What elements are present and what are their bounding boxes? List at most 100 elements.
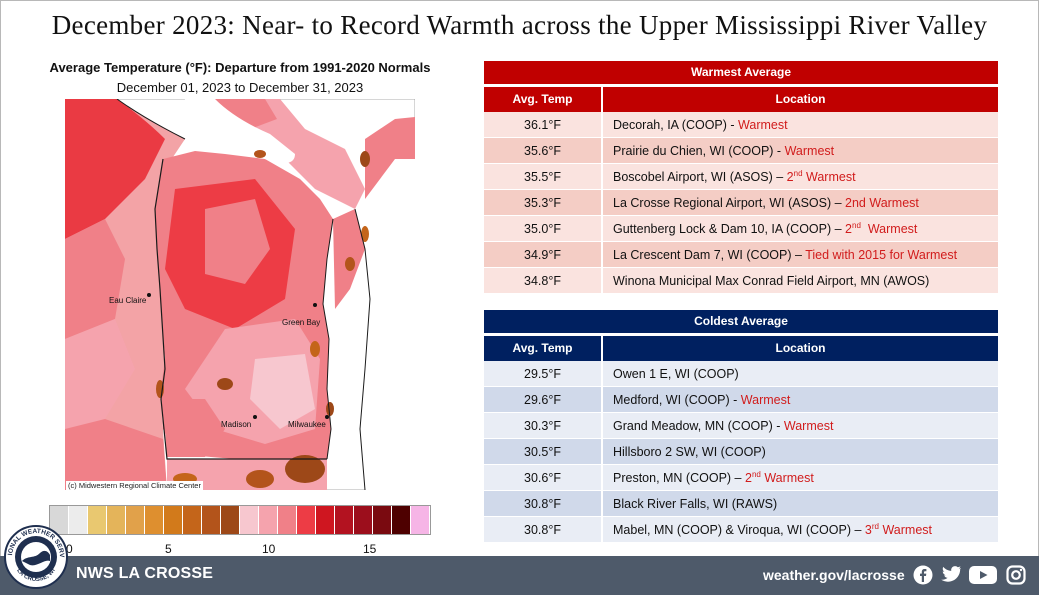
table-row: 34.9°F La Crescent Dam 7, WI (COOP) – Tie… [484, 242, 998, 268]
avg-temp-cell: 30.5°F [484, 439, 603, 464]
color-legend [49, 505, 431, 535]
legend-tick: 5 [165, 542, 172, 556]
location-name: Decorah, IA (COOP) - [613, 118, 739, 132]
nws-logo: NATIONAL WEATHER SERVICE LA CROSSE, WI [4, 525, 68, 589]
table-row: 30.5°F Hillsboro 2 SW, WI (COOP) [484, 439, 998, 465]
map-credit: (c) Midwestern Regional Climate Center [66, 481, 203, 490]
map-title: Average Temperature (°F): Departure from… [49, 60, 431, 75]
legend-swatch [278, 506, 297, 534]
location-cell: La Crescent Dam 7, WI (COOP) – Tied with… [603, 242, 998, 267]
warmest-rows: 36.1°F Decorah, IA (COOP) - Warmest 35.6°F… [484, 112, 998, 294]
location-name: La Crescent Dam 7, WI (COOP) – [613, 248, 806, 262]
location-cell: Owen 1 E, WI (COOP) [603, 361, 998, 386]
twitter-icon[interactable] [940, 565, 962, 585]
location-name: Boscobel Airport, WI (ASOS) – [613, 170, 787, 184]
legend-swatch [221, 506, 240, 534]
column-avg-temp: Avg. Temp [484, 336, 603, 361]
column-location: Location [775, 92, 826, 106]
location-name: Medford, WI (COOP) - [613, 393, 741, 407]
legend-swatch [392, 506, 411, 534]
table-row: 35.0°F Guttenberg Lock & Dam 10, IA (COOP… [484, 216, 998, 242]
legend-swatch [335, 506, 354, 534]
location-cell: Black River Falls, WI (RAWS) [603, 491, 998, 516]
avg-temp-cell: 35.6°F [484, 138, 603, 163]
table-row: 30.8°F Mabel, MN (COOP) & Viroqua, WI (CO… [484, 517, 998, 543]
location-name: Mabel, MN (COOP) & Viroqua, WI (COOP) – [613, 523, 865, 537]
city-label-eau-claire: Eau Claire [109, 296, 147, 305]
avg-temp-cell: 34.8°F [484, 268, 603, 293]
record-note-tail: Warmest [860, 222, 918, 236]
legend-tick: 15 [363, 542, 377, 556]
location-name: Hillsboro 2 SW, WI (COOP) [613, 445, 766, 459]
table-row: 30.3°F Grand Meadow, MN (COOP) - Warmest [484, 413, 998, 439]
warmest-table-header: Warmest Average [484, 61, 998, 84]
city-label-milwaukee: Milwaukee [288, 420, 326, 429]
avg-temp-cell: 29.6°F [484, 387, 603, 412]
legend-swatch [411, 506, 430, 534]
table-row: 29.6°F Medford, WI (COOP) - Warmest [484, 387, 998, 413]
facebook-icon[interactable] [913, 565, 933, 585]
page-title: December 2023: Near- to Record Warmth ac… [51, 10, 988, 40]
legend-tick: 10 [262, 542, 276, 556]
record-note-tail: Warmest [760, 471, 814, 485]
record-note: 2 [845, 222, 852, 236]
location-cell: Hillsboro 2 SW, WI (COOP) [603, 439, 998, 464]
record-note: Warmest [784, 144, 835, 158]
legend-swatch [259, 506, 278, 534]
legend-swatch [202, 506, 221, 534]
record-note-tail: Warmest [878, 523, 932, 537]
record-note-suffix: rd [871, 521, 879, 531]
legend-tick: 0 [66, 542, 73, 556]
avg-temp-cell: 30.8°F [484, 491, 603, 516]
table-row: 35.3°F La Crosse Regional Airport, WI (AS… [484, 190, 998, 216]
record-note-tail: Warmest [802, 170, 856, 184]
record-note: 2nd Warmest [845, 196, 919, 210]
location-cell: La Crosse Regional Airport, WI (ASOS) – … [603, 190, 998, 215]
table-row: 36.1°F Decorah, IA (COOP) - Warmest [484, 112, 998, 138]
location-cell: Winona Municipal Max Conrad Field Airpor… [603, 268, 998, 293]
legend-swatch [240, 506, 259, 534]
avg-temp-cell: 30.6°F [484, 465, 603, 490]
record-note: Tied with 2015 for Warmest [805, 248, 958, 262]
location-cell: Decorah, IA (COOP) - Warmest [603, 112, 998, 137]
warmest-column-headers: Avg. Temp Location [484, 87, 998, 112]
avg-temp-cell: 36.1°F [484, 112, 603, 137]
coldest-table: Coldest Average Avg. Temp Location 29.5°… [484, 310, 998, 543]
location-name: La Crosse Regional Airport, WI (ASOS) – [613, 196, 846, 210]
location-cell: Medford, WI (COOP) - Warmest [603, 387, 998, 412]
location-cell: Prairie du Chien, WI (COOP) - Warmest [603, 138, 998, 163]
location-cell: Guttenberg Lock & Dam 10, IA (COOP) – 2n… [603, 216, 998, 241]
avg-temp-cell: 30.8°F [484, 517, 603, 542]
record-note: 2 [744, 471, 752, 485]
coldest-table-header: Coldest Average [484, 310, 998, 333]
record-note: Warmest [738, 118, 788, 132]
legend-swatch [354, 506, 373, 534]
map-subtitle: December 01, 2023 to December 31, 2023 [116, 80, 364, 95]
table-row: 35.5°F Boscobel Airport, WI (ASOS) – 2nd … [484, 164, 998, 190]
footer-office-name: NWS LA CROSSE [76, 565, 214, 582]
location-name: Prairie du Chien, WI (COOP) - [613, 144, 785, 158]
record-note: Warmest [740, 393, 791, 407]
avg-temp-cell: 30.3°F [484, 413, 603, 438]
location-name: Guttenberg Lock & Dam 10, IA (COOP) – [613, 222, 846, 236]
location-name: Winona Municipal Max Conrad Field Airpor… [613, 274, 930, 288]
avg-temp-cell: 34.9°F [484, 242, 603, 267]
legend-swatch [50, 506, 69, 534]
legend-swatch [373, 506, 392, 534]
avg-temp-cell: 29.5°F [484, 361, 603, 386]
legend-swatch [69, 506, 88, 534]
location-name: Preston, MN (COOP) – [613, 471, 745, 485]
table-row: 29.5°F Owen 1 E, WI (COOP) [484, 361, 998, 387]
footer-website-link[interactable]: weather.gov/lacrosse [763, 567, 905, 583]
column-location: Location [775, 341, 826, 355]
legend-swatch [316, 506, 335, 534]
legend-swatch [164, 506, 183, 534]
instagram-icon[interactable] [1006, 565, 1026, 585]
location-cell: Mabel, MN (COOP) & Viroqua, WI (COOP) – … [603, 517, 998, 542]
coldest-column-headers: Avg. Temp Location [484, 336, 998, 361]
record-note-suffix: nd [751, 469, 761, 479]
avg-temp-cell: 35.5°F [484, 164, 603, 189]
youtube-icon[interactable] [969, 565, 997, 585]
legend-swatch [107, 506, 126, 534]
legend-swatch [88, 506, 107, 534]
